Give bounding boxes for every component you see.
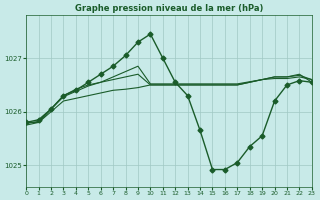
Title: Graphe pression niveau de la mer (hPa): Graphe pression niveau de la mer (hPa)	[75, 4, 263, 13]
